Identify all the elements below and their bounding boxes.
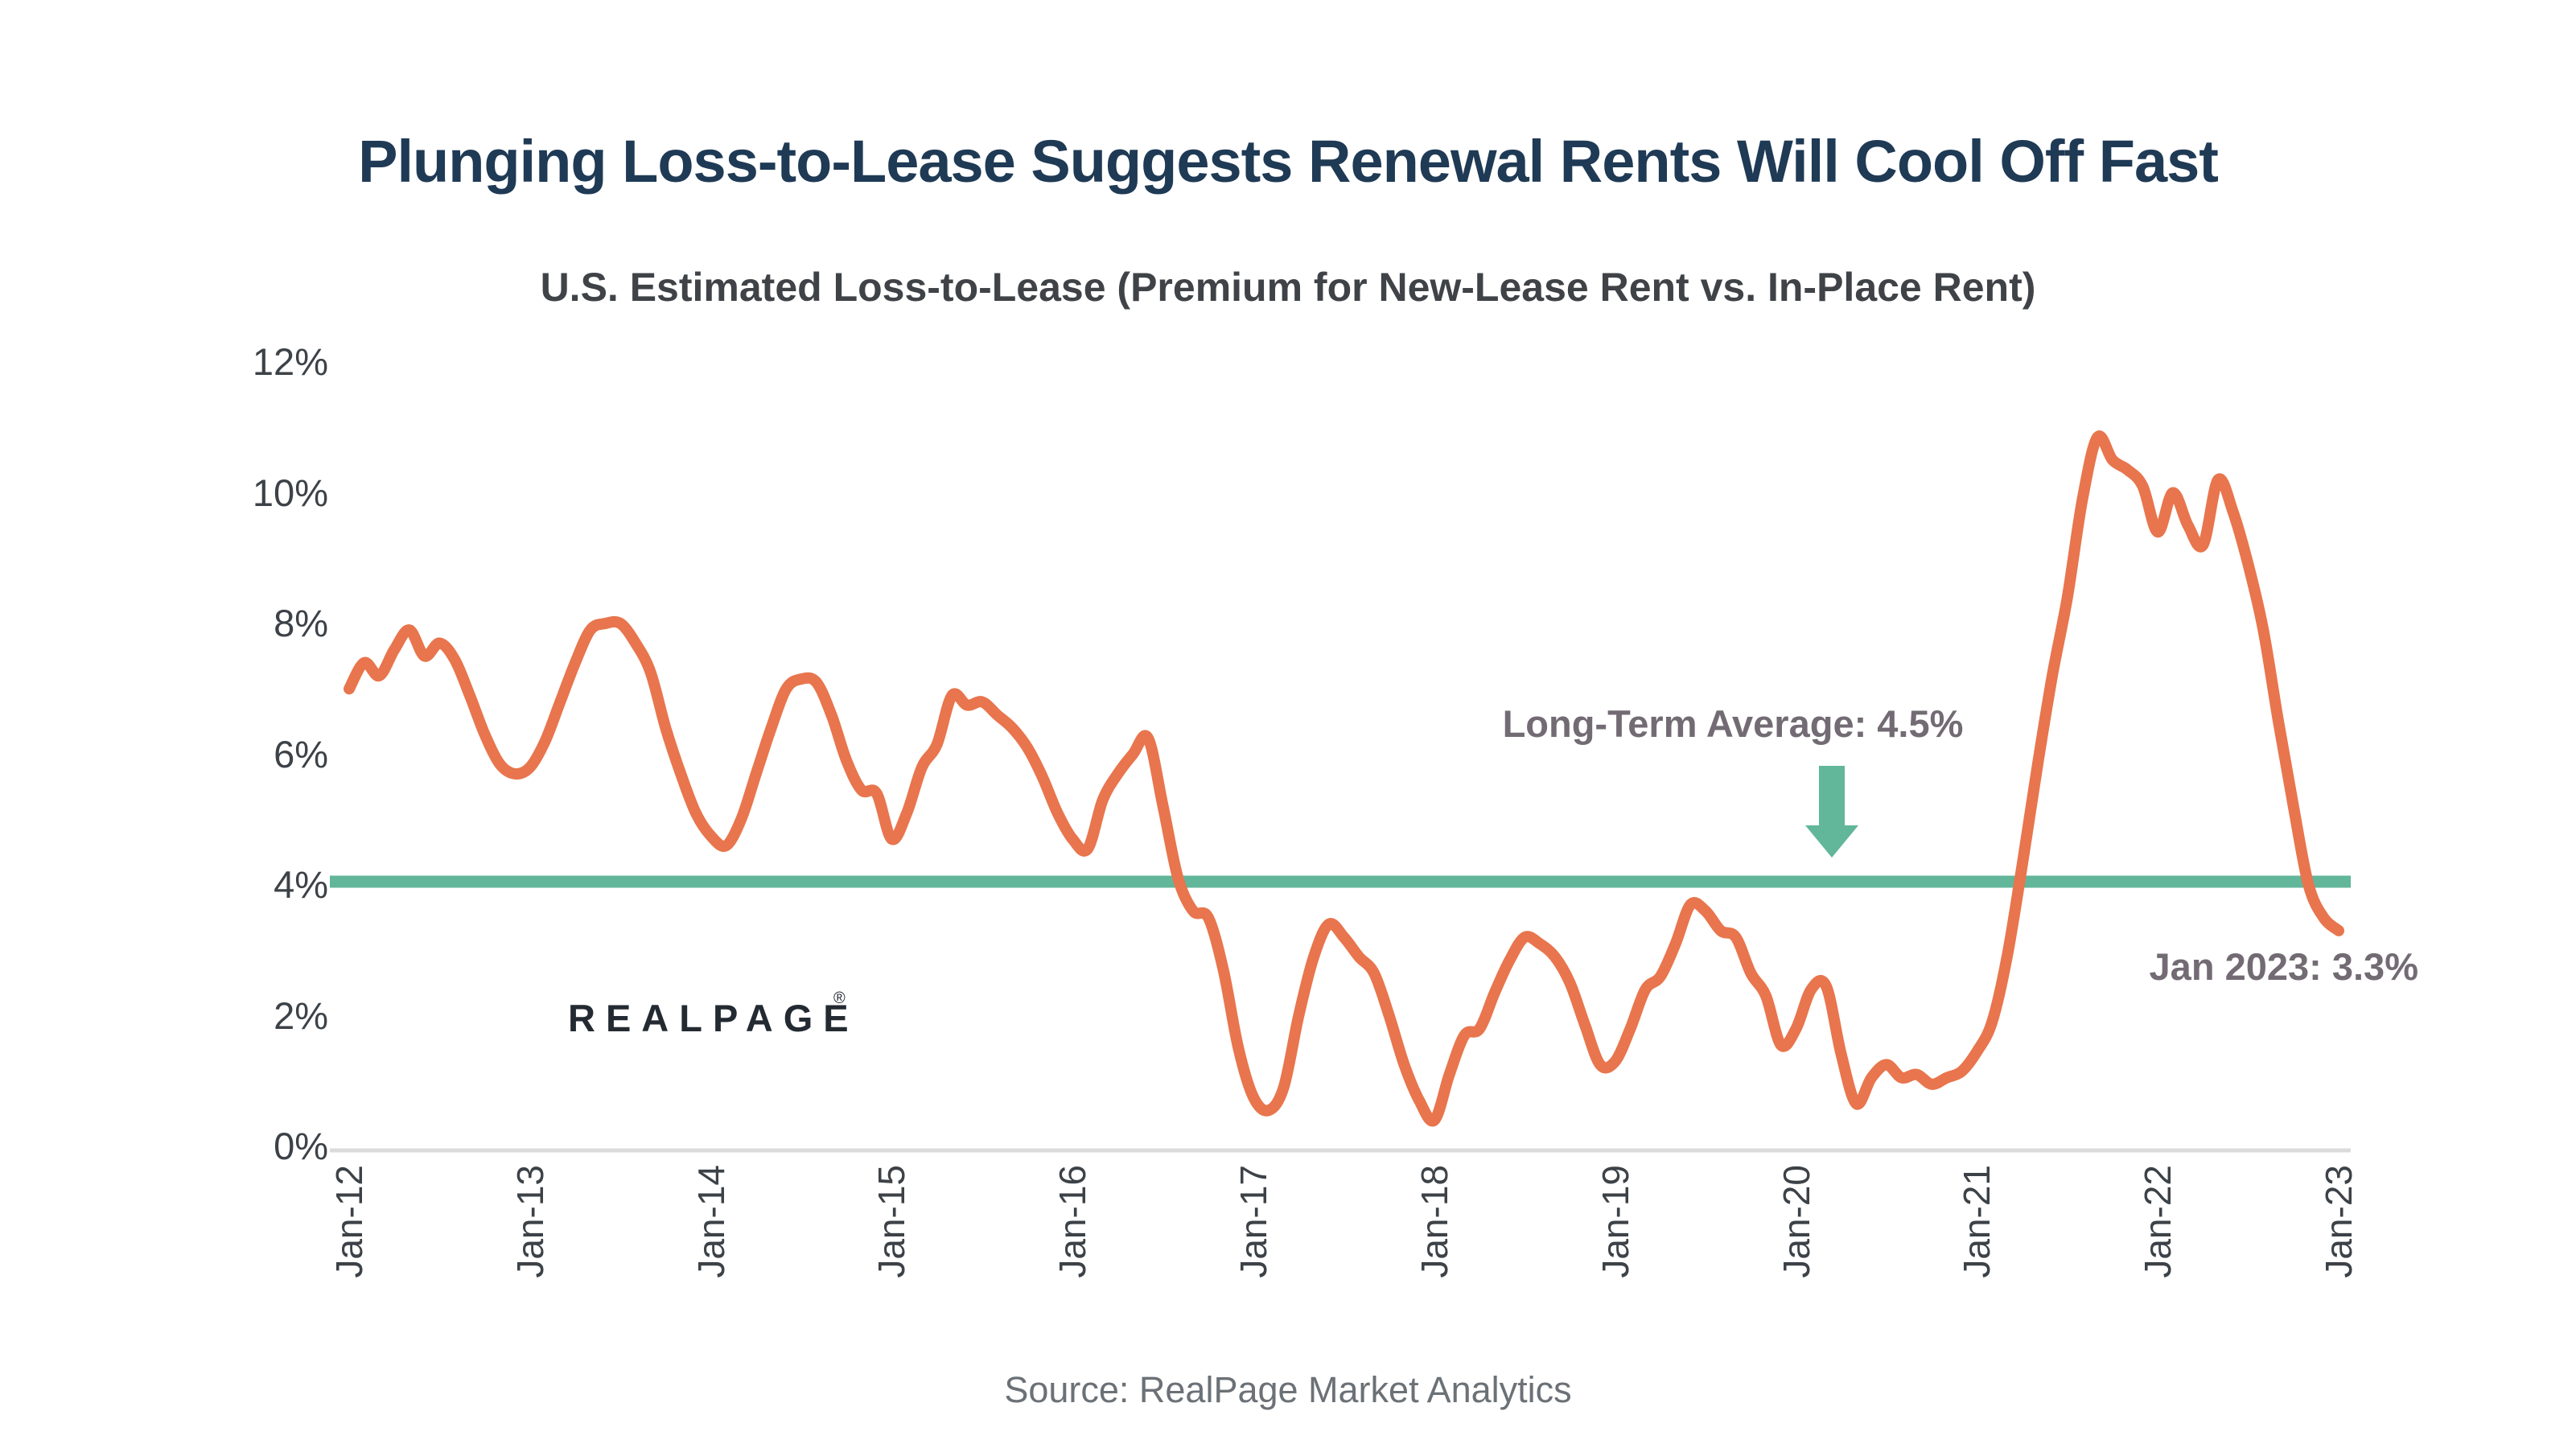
loss-to-lease-series-line [344, 430, 2344, 1127]
x-tick-label: Jan-17 [1232, 1165, 1275, 1278]
x-tick-label: Jan-15 [870, 1165, 913, 1278]
y-tick-label: 6% [274, 732, 328, 775]
x-tick-label: Jan-20 [1775, 1165, 1817, 1278]
chart-subtitle: U.S. Estimated Loss-to-Lease (Premium fo… [540, 265, 2036, 310]
registered-trademark-icon: ® [833, 989, 846, 1007]
average-annotation: Long-Term Average: 4.5% [1502, 702, 1964, 745]
y-tick-label: 12% [252, 340, 328, 383]
average-down-arrow-icon [1805, 766, 1858, 858]
x-tick-label: Jan-12 [328, 1165, 370, 1278]
x-tick-label: Jan-23 [2318, 1165, 2360, 1278]
x-tick-label: Jan-22 [2137, 1165, 2179, 1278]
x-tick-label: Jan-13 [508, 1165, 551, 1278]
page-title: Plunging Loss-to-Lease Suggests Renewal … [358, 128, 2219, 195]
x-tick-label: Jan-14 [689, 1165, 732, 1278]
x-tick-label: Jan-16 [1051, 1165, 1094, 1278]
x-tick-label: Jan-18 [1413, 1165, 1455, 1278]
realpage-logo-text: REALPAGE [568, 997, 859, 1039]
y-tick-label: 8% [274, 602, 328, 644]
y-tick-label: 4% [274, 863, 328, 906]
y-tick-label: 10% [252, 471, 328, 514]
y-tick-label: 2% [274, 994, 328, 1037]
y-tick-label: 0% [274, 1125, 328, 1167]
x-tick-label: Jan-21 [1956, 1165, 1998, 1278]
source-note: Source: RealPage Market Analytics [1004, 1369, 1572, 1410]
end-value-annotation: Jan 2023: 3.3% [2149, 945, 2418, 988]
x-tick-label: Jan-19 [1594, 1165, 1636, 1278]
